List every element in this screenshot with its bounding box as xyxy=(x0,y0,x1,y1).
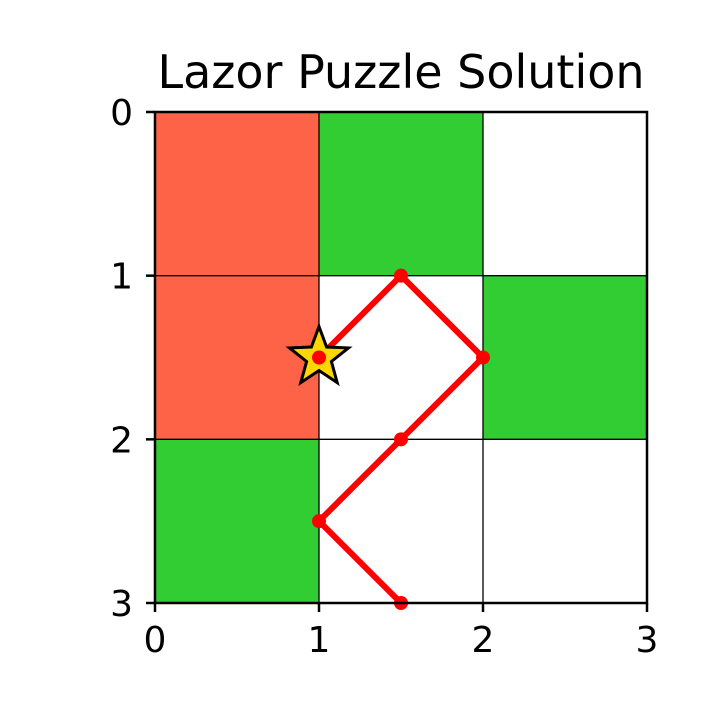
chart-title: Lazor Puzzle Solution xyxy=(157,45,644,99)
x-tick-label: 3 xyxy=(636,620,659,661)
laser-point xyxy=(476,350,490,365)
laser-point xyxy=(394,268,408,283)
x-tick-label: 1 xyxy=(308,620,331,661)
laser-point xyxy=(312,514,326,529)
target-layer xyxy=(285,322,353,387)
laser-line xyxy=(316,272,486,606)
target-laser-point xyxy=(312,350,326,365)
laser-point xyxy=(394,432,408,447)
grid-cell-reflect-block xyxy=(155,439,319,603)
y-tick-label: 2 xyxy=(110,420,133,461)
grid-cell-reflect-block xyxy=(319,112,483,276)
grid-cell-opaque-block xyxy=(155,112,319,276)
grid-cell-empty xyxy=(319,439,483,603)
x-tick-label: 0 xyxy=(144,620,167,661)
grid-cell-empty xyxy=(483,112,647,276)
cells-layer xyxy=(155,112,647,603)
grid-cell-empty xyxy=(483,439,647,603)
y-tick-label: 1 xyxy=(110,257,133,298)
grid-cell-empty xyxy=(319,275,483,440)
y-tick-label: 3 xyxy=(110,584,133,625)
axes-frame xyxy=(153,110,649,605)
x-tick-label: 2 xyxy=(472,620,495,661)
grid-cell-reflect-block xyxy=(483,275,647,440)
grid-cell-opaque-block xyxy=(155,275,319,440)
y-tick-label: 0 xyxy=(110,93,133,134)
